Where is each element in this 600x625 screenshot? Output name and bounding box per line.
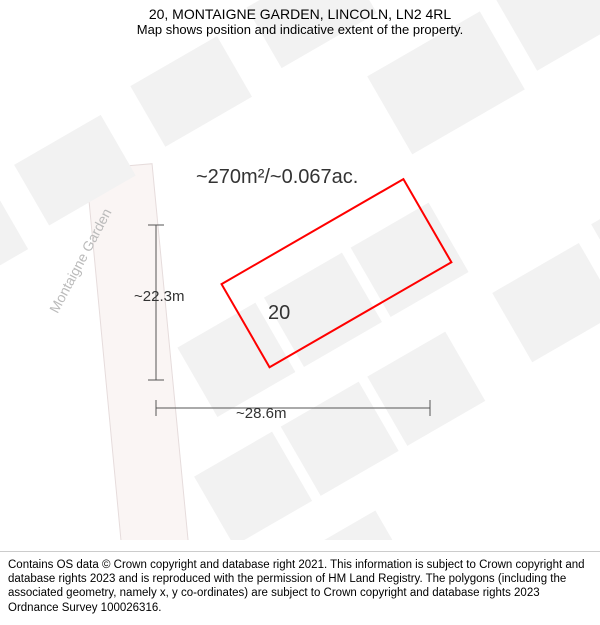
- width-dimension-label: ~28.6m: [236, 405, 286, 422]
- copyright-text: Contains OS data © Crown copyright and d…: [8, 559, 585, 614]
- area-label: ~270m²/~0.067ac.: [196, 166, 358, 189]
- map-canvas: ~270m²/~0.067ac. ~28.6m ~22.3m 20 Montai…: [0, 0, 600, 540]
- map-svg: [0, 0, 600, 540]
- map-subtitle: Map shows position and indicative extent…: [0, 22, 600, 37]
- house-number-label: 20: [268, 302, 290, 325]
- height-dimension-label: ~22.3m: [134, 288, 184, 305]
- copyright-footer: Contains OS data © Crown copyright and d…: [0, 551, 600, 625]
- map-header: 20, MONTAIGNE GARDEN, LINCOLN, LN2 4RL M…: [0, 6, 600, 37]
- address-title: 20, MONTAIGNE GARDEN, LINCOLN, LN2 4RL: [0, 6, 600, 22]
